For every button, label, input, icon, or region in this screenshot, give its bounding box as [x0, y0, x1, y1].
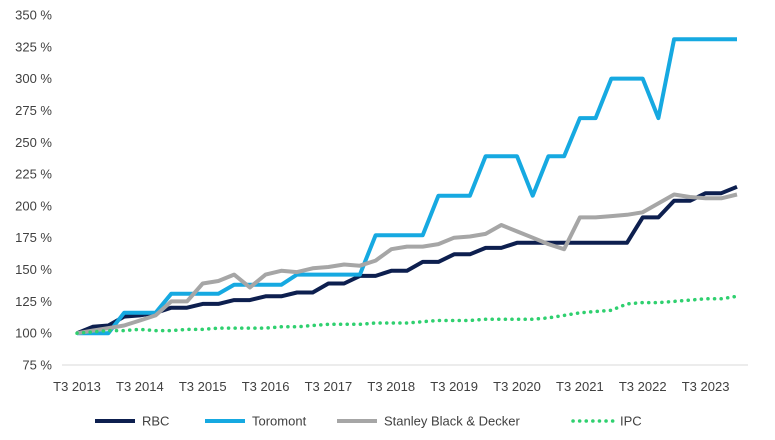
- y-tick-label: 125 %: [15, 294, 52, 309]
- legend-label: RBC: [142, 414, 169, 429]
- y-tick-label: 350 %: [15, 8, 52, 23]
- x-tick-label: T3 2023: [682, 379, 730, 394]
- y-tick-label: 200 %: [15, 198, 52, 213]
- y-tick-label: 75 %: [22, 358, 52, 373]
- series-line-rbc: [76, 184, 738, 336]
- y-tick-label: 275 %: [15, 103, 52, 118]
- legend-item: Toromont: [205, 414, 307, 429]
- y-tick-label: 150 %: [15, 262, 52, 277]
- x-tick-label: T3 2017: [305, 379, 353, 394]
- x-tick-label: T3 2013: [53, 379, 101, 394]
- x-tick-label: T3 2016: [242, 379, 290, 394]
- y-tick-label: 225 %: [15, 167, 52, 182]
- series-lines: [75, 37, 739, 336]
- x-tick-label: T3 2015: [179, 379, 227, 394]
- legend-item: Stanley Black & Decker: [337, 414, 521, 429]
- x-tick-label: T3 2018: [367, 379, 415, 394]
- x-tick-label: T3 2014: [116, 379, 164, 394]
- y-tick-label: 250 %: [15, 135, 52, 150]
- y-tick-label: 175 %: [15, 230, 52, 245]
- y-tick-label: 325 %: [15, 39, 52, 54]
- series-line-toromont: [77, 37, 737, 336]
- y-axis-tick-labels: 75 % 100 % 125 % 150 % 175 % 200 % 225 % 250 % 2…: [15, 8, 52, 373]
- legend-item: IPC: [571, 414, 642, 429]
- x-tick-label: T3 2019: [430, 379, 478, 394]
- x-tick-label: T3 2022: [619, 379, 667, 394]
- y-tick-label: 300 %: [15, 71, 52, 86]
- y-tick-label: 100 %: [15, 326, 52, 341]
- legend: RBC Toromont Stanley Black & Decker IPC: [95, 414, 642, 429]
- legend-label: Stanley Black & Decker: [384, 414, 521, 429]
- series-line-stanley-black-decker: [76, 192, 738, 336]
- x-axis-tick-labels: T3 2013 T3 2014 T3 2015 T3 2016 T3 2017 T3 20…: [53, 379, 729, 394]
- series-line-ipc: [75, 294, 739, 335]
- legend-label: Toromont: [252, 414, 307, 429]
- legend-item: RBC: [95, 414, 169, 429]
- x-tick-label: T3 2020: [493, 379, 541, 394]
- x-tick-label: T3 2021: [556, 379, 604, 394]
- legend-label: IPC: [620, 414, 642, 429]
